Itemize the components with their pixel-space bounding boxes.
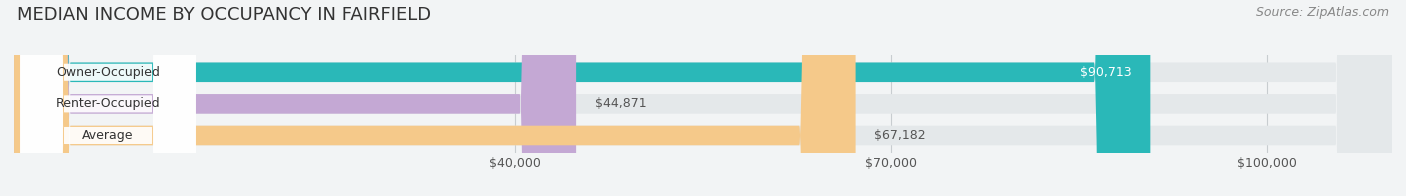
Text: Renter-Occupied: Renter-Occupied: [56, 97, 160, 110]
FancyBboxPatch shape: [14, 0, 1392, 196]
Text: MEDIAN INCOME BY OCCUPANCY IN FAIRFIELD: MEDIAN INCOME BY OCCUPANCY IN FAIRFIELD: [17, 6, 432, 24]
Text: Average: Average: [83, 129, 134, 142]
FancyBboxPatch shape: [14, 0, 1392, 196]
Text: Owner-Occupied: Owner-Occupied: [56, 66, 160, 79]
Text: $90,713: $90,713: [1080, 66, 1132, 79]
FancyBboxPatch shape: [14, 0, 576, 196]
FancyBboxPatch shape: [20, 0, 195, 196]
Text: $44,871: $44,871: [595, 97, 647, 110]
FancyBboxPatch shape: [20, 0, 195, 196]
FancyBboxPatch shape: [14, 0, 856, 196]
FancyBboxPatch shape: [14, 0, 1392, 196]
Text: $67,182: $67,182: [875, 129, 927, 142]
FancyBboxPatch shape: [20, 0, 195, 196]
Text: Source: ZipAtlas.com: Source: ZipAtlas.com: [1256, 6, 1389, 19]
FancyBboxPatch shape: [14, 0, 1150, 196]
